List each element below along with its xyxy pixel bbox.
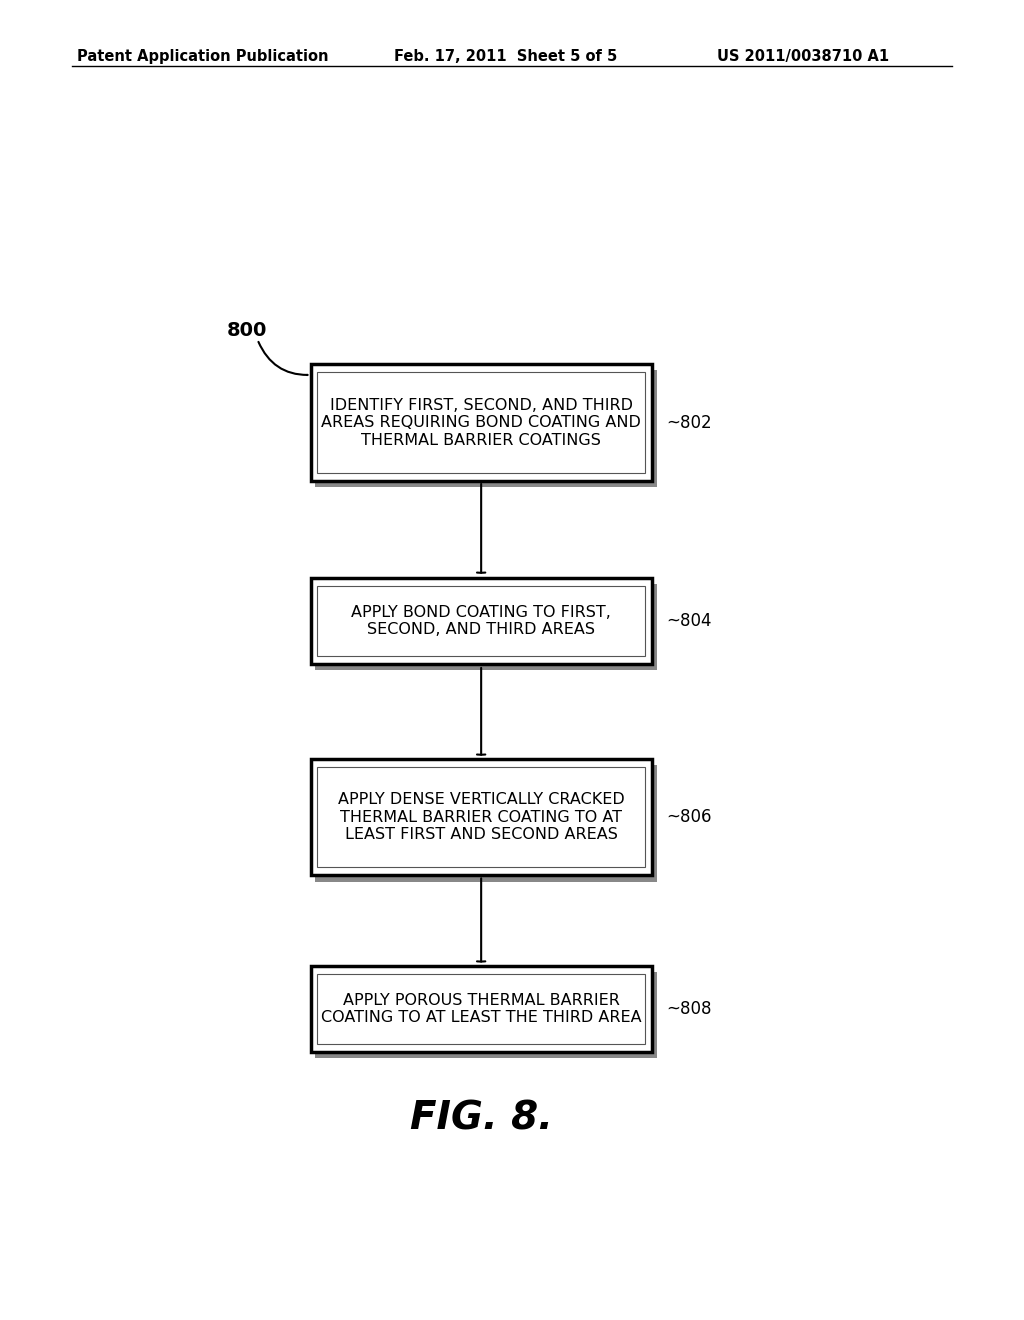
Text: ~808: ~808 — [666, 1001, 712, 1018]
Bar — [316, 372, 645, 473]
Text: APPLY DENSE VERTICALLY CRACKED
THERMAL BARRIER COATING TO AT
LEAST FIRST AND SEC: APPLY DENSE VERTICALLY CRACKED THERMAL B… — [338, 792, 625, 842]
Bar — [310, 364, 652, 480]
Bar — [315, 583, 656, 671]
Text: FIG. 8.: FIG. 8. — [410, 1100, 553, 1138]
Text: Feb. 17, 2011  Sheet 5 of 5: Feb. 17, 2011 Sheet 5 of 5 — [394, 49, 617, 63]
Text: Patent Application Publication: Patent Application Publication — [77, 49, 329, 63]
Bar — [315, 972, 656, 1059]
FancyArrowPatch shape — [258, 342, 307, 375]
Bar — [310, 759, 652, 875]
Bar — [315, 764, 656, 882]
Text: IDENTIFY FIRST, SECOND, AND THIRD
AREAS REQUIRING BOND COATING AND
THERMAL BARRI: IDENTIFY FIRST, SECOND, AND THIRD AREAS … — [322, 397, 641, 447]
Text: APPLY POROUS THERMAL BARRIER
COATING TO AT LEAST THE THIRD AREA: APPLY POROUS THERMAL BARRIER COATING TO … — [321, 993, 641, 1026]
Bar — [316, 974, 645, 1044]
Text: ~806: ~806 — [666, 808, 712, 826]
Text: ~804: ~804 — [666, 612, 712, 630]
Text: US 2011/0038710 A1: US 2011/0038710 A1 — [717, 49, 889, 63]
Text: ~802: ~802 — [666, 413, 712, 432]
Bar — [315, 371, 656, 487]
Bar — [310, 966, 652, 1052]
Text: APPLY BOND COATING TO FIRST,
SECOND, AND THIRD AREAS: APPLY BOND COATING TO FIRST, SECOND, AND… — [351, 605, 611, 638]
Text: 800: 800 — [227, 321, 267, 341]
Bar — [310, 578, 652, 664]
Bar — [316, 586, 645, 656]
Bar — [316, 767, 645, 867]
